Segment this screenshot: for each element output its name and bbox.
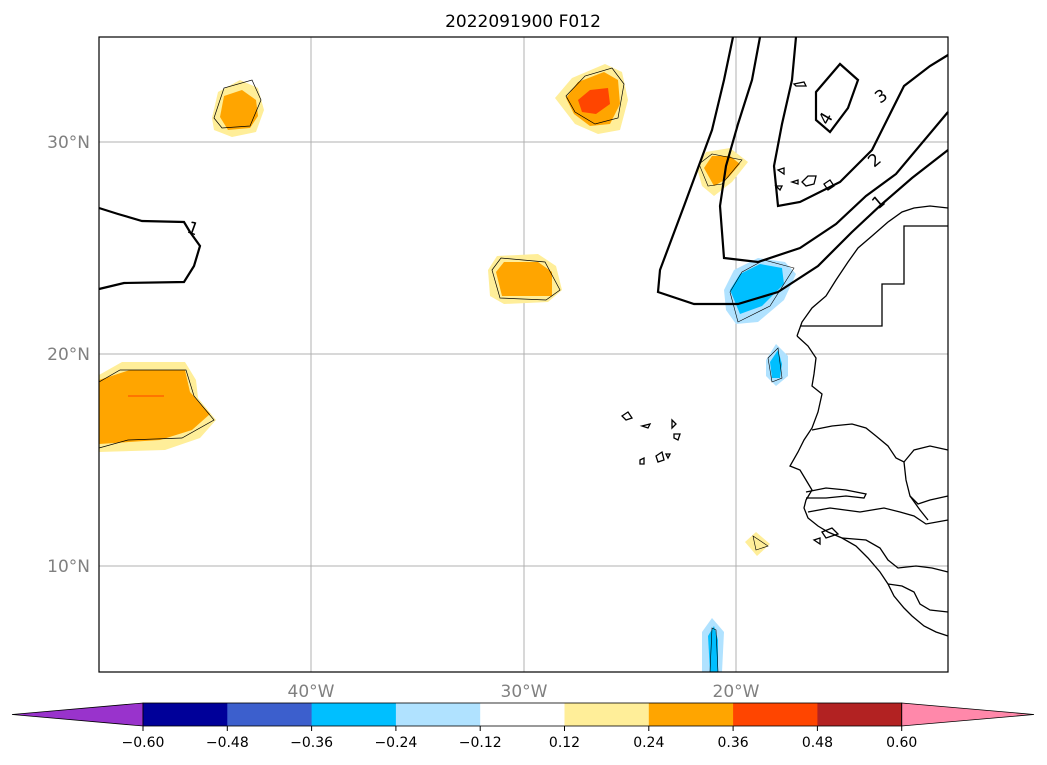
colorbar-tick-label: 0.12 <box>549 735 580 751</box>
anomaly-outline <box>98 369 215 449</box>
anomaly-outline <box>752 535 769 551</box>
island-cape-verde <box>639 423 652 429</box>
colorbar-segment <box>817 703 903 726</box>
colorbar-tick-label: 0.36 <box>718 735 749 751</box>
plot-area: 1 1 2 3 4 <box>98 36 949 673</box>
island-cape-verde <box>671 418 677 430</box>
anomaly-outline <box>709 627 719 673</box>
border-mali <box>903 461 949 505</box>
colorbar-segment <box>143 703 228 726</box>
colorbar-tick-label: −0.48 <box>206 735 249 751</box>
colorbar-extend-low <box>11 702 144 727</box>
gridlines <box>99 37 948 672</box>
border-mauritania <box>811 423 949 463</box>
border-guinea-bissau <box>807 507 949 525</box>
anomaly-outline <box>491 257 561 301</box>
island-bijagos <box>812 537 821 546</box>
anomaly-outline <box>213 79 262 129</box>
colorbar-tick-label: 0.48 <box>802 735 833 751</box>
island-madeira <box>792 81 808 87</box>
anomaly-patch <box>99 370 210 444</box>
coastlines <box>789 205 949 637</box>
island-bijagos <box>821 527 840 539</box>
colorbar-segment <box>480 703 565 726</box>
lon-label-20w: 20°W <box>713 682 760 702</box>
island-cape-verde <box>639 456 645 465</box>
map-title: 2022091900 F012 <box>445 12 601 32</box>
colorbar-tick-label: −0.36 <box>290 735 333 751</box>
island-canary <box>789 179 799 185</box>
colorbar-tick-label: −0.24 <box>374 735 417 751</box>
colorbar-segment <box>564 703 650 726</box>
lon-label-30w: 30°W <box>501 682 548 702</box>
anomaly-outline <box>767 347 783 383</box>
anomaly-patch <box>578 88 610 114</box>
island-canary <box>776 167 785 176</box>
island-canary <box>801 175 817 187</box>
contour-1-west <box>98 206 202 291</box>
anomaly-outline <box>698 153 743 187</box>
lat-label-30n: 30°N <box>47 133 90 153</box>
colorbar-segment <box>648 703 734 726</box>
anomaly-patch <box>704 156 740 186</box>
positive-anomaly-patches <box>98 64 770 556</box>
colorbar-segment <box>733 703 818 726</box>
border-inner <box>909 495 929 521</box>
contour-3 <box>772 36 949 208</box>
island-cape-verde <box>673 433 681 441</box>
colorbar-segment <box>395 703 481 726</box>
border-guinea <box>841 537 949 573</box>
anomaly-patch <box>496 262 552 296</box>
colorbar-tick-label: 0.60 <box>886 735 917 751</box>
coastline-west-africa <box>789 335 949 637</box>
colorbar-tick-label: −0.60 <box>122 735 165 751</box>
coastline-morocco <box>796 205 949 337</box>
contour-lines <box>98 36 949 306</box>
anomaly-outline <box>729 259 795 323</box>
colorbar-tick-label: −0.12 <box>459 735 502 751</box>
lon-label-40w: 40°W <box>288 682 335 702</box>
island-canary <box>774 185 784 192</box>
border-gambia <box>805 487 867 499</box>
anomaly-patch <box>220 90 258 130</box>
colorbar: −0.60 −0.48 −0.36 −0.24 −0.12 0.12 0.24 0.36 0.4… <box>11 702 1035 751</box>
colorbar-segment <box>311 703 397 726</box>
island-cape-verde <box>655 450 665 463</box>
island-cape-verde <box>620 411 634 421</box>
contour-2 <box>718 36 949 264</box>
colorbar-segment <box>227 703 313 726</box>
island-canary <box>823 179 835 191</box>
islands <box>620 81 840 546</box>
anomaly-outline <box>565 67 625 125</box>
colorbar-extend-high <box>901 702 1035 727</box>
contour-4 <box>814 62 860 134</box>
island-cape-verde <box>664 453 672 460</box>
contour-1-east <box>656 36 949 306</box>
border-sierra-leone <box>887 583 949 613</box>
latitude-labels: 30°N 20°N 10°N <box>47 133 90 577</box>
plot-frame <box>98 36 949 673</box>
lat-label-10n: 10°N <box>47 557 90 577</box>
anomaly-patch <box>745 532 770 556</box>
colorbar-frame <box>142 702 903 727</box>
colorbar-tick-label: 0.24 <box>633 735 664 751</box>
longitude-labels: 40°W 30°W 20°W <box>288 682 760 702</box>
border-western-sahara <box>800 225 948 327</box>
lat-label-20n: 20°N <box>47 345 90 365</box>
